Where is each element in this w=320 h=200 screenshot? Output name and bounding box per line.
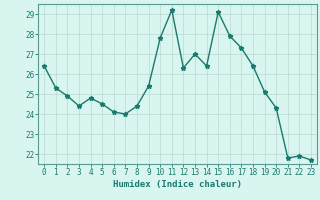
X-axis label: Humidex (Indice chaleur): Humidex (Indice chaleur) — [113, 180, 242, 189]
